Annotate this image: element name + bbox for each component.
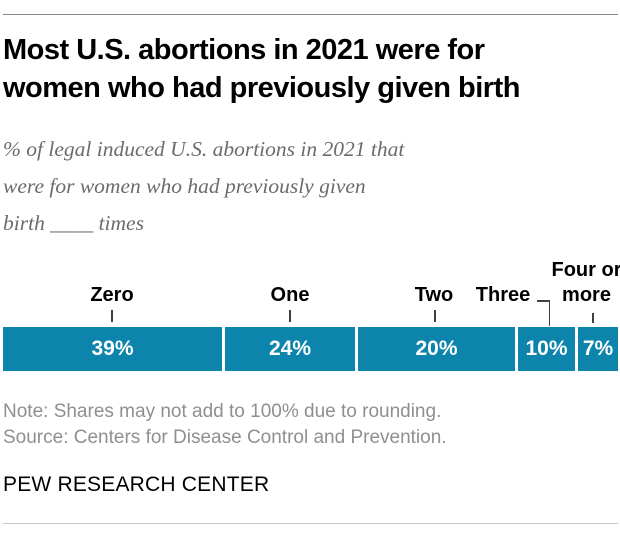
stacked-bar: 39% 24% 20% 10% 7% bbox=[3, 327, 618, 371]
chart-subtitle-line-1: % of legal induced U.S. abortions in 202… bbox=[3, 137, 405, 161]
bar-segment-two: 20% bbox=[358, 327, 515, 371]
source-text: Source: Centers for Disease Control and … bbox=[3, 427, 447, 448]
value-label-three: 10% bbox=[525, 337, 568, 360]
bar-segment-four-or-more: 7% bbox=[578, 327, 618, 371]
tick-zero bbox=[111, 310, 113, 322]
value-label-one: 24% bbox=[268, 337, 312, 360]
value-label-two: 20% bbox=[415, 337, 458, 360]
bar-segment-zero: 39% bbox=[3, 327, 222, 371]
top-divider bbox=[3, 14, 618, 15]
value-label-four-or-more: 7% bbox=[582, 337, 614, 360]
connector-three-horizontal bbox=[537, 300, 550, 302]
note-block: Note: Shares may not add to 100% due to … bbox=[3, 399, 619, 451]
tick-two bbox=[434, 310, 436, 322]
pew-research-center-wordmark: PEW RESEARCH CENTER bbox=[3, 473, 270, 496]
value-label-zero: 39% bbox=[91, 337, 134, 360]
category-label-zero: Zero bbox=[90, 284, 134, 306]
chart-title-line-1: Most U.S. abortions in 2021 were for bbox=[3, 34, 485, 66]
bottom-divider bbox=[3, 523, 618, 524]
chart-title: Most U.S. abortions in 2021 were for wom… bbox=[3, 31, 619, 107]
chart-title-line-2: women who had previously given birth bbox=[3, 72, 520, 104]
chart-subtitle-line-2: were for women who had previously given bbox=[3, 174, 366, 198]
tick-one bbox=[289, 310, 291, 322]
tick-four-or-more bbox=[592, 313, 594, 323]
connector-three-vertical bbox=[548, 300, 550, 326]
chart-subtitle: % of legal induced U.S. abortions in 202… bbox=[3, 131, 619, 242]
note-text: Note: Shares may not add to 100% due to … bbox=[3, 401, 442, 422]
bar-segment-one: 24% bbox=[225, 327, 355, 371]
category-label-two: Two bbox=[414, 284, 454, 306]
category-label-four-or-more: Four or more bbox=[551, 259, 620, 306]
category-label-three: Three bbox=[475, 284, 531, 306]
category-label-one: One bbox=[270, 284, 310, 306]
bar-segment-three: 10% bbox=[518, 327, 575, 371]
chart-subtitle-line-3: birth ____ times bbox=[3, 211, 144, 235]
